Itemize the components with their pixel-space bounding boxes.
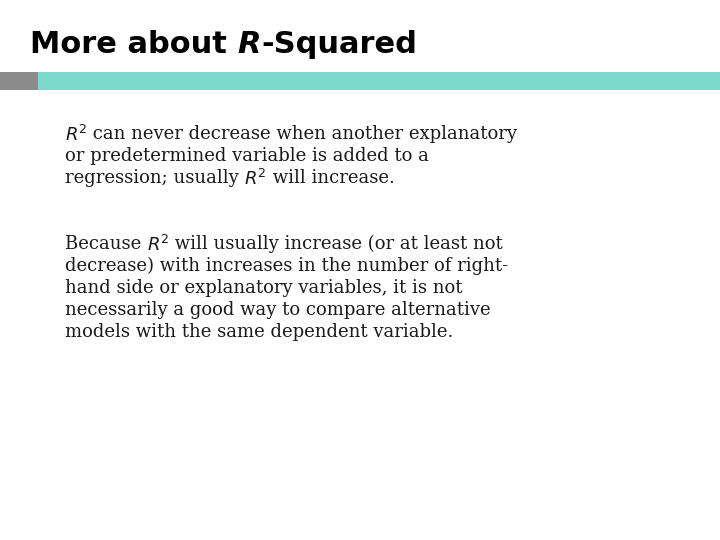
Text: More about: More about bbox=[30, 30, 238, 59]
Text: -Squared: -Squared bbox=[261, 30, 417, 59]
Text: can never decrease when another explanatory: can never decrease when another explanat… bbox=[88, 125, 518, 143]
Text: $\mathit{R}^2$: $\mathit{R}^2$ bbox=[65, 125, 88, 145]
Text: models with the same dependent variable.: models with the same dependent variable. bbox=[65, 323, 454, 341]
Text: will increase.: will increase. bbox=[267, 169, 395, 187]
Bar bbox=[38, 72, 720, 90]
Text: hand side or explanatory variables, it is not: hand side or explanatory variables, it i… bbox=[65, 279, 462, 297]
Bar bbox=[0, 72, 38, 90]
Text: $\mathit{R}^2$: $\mathit{R}^2$ bbox=[147, 235, 169, 255]
Text: $\mathit{R}^2$: $\mathit{R}^2$ bbox=[245, 169, 267, 189]
Text: necessarily a good way to compare alternative: necessarily a good way to compare altern… bbox=[65, 301, 490, 319]
Text: R: R bbox=[238, 30, 261, 59]
Text: will usually increase (or at least not: will usually increase (or at least not bbox=[169, 235, 503, 253]
Text: regression; usually: regression; usually bbox=[65, 169, 245, 187]
Text: decrease) with increases in the number of right-: decrease) with increases in the number o… bbox=[65, 257, 508, 275]
Text: or predetermined variable is added to a: or predetermined variable is added to a bbox=[65, 147, 429, 165]
Text: Because: Because bbox=[65, 235, 147, 253]
